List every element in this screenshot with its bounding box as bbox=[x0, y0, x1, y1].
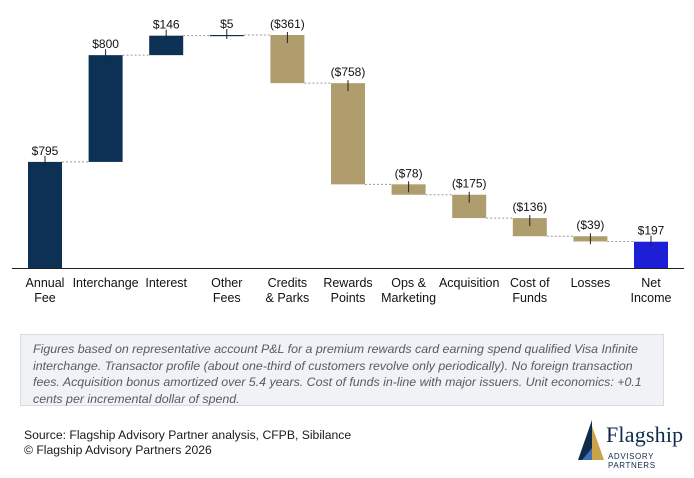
value-label-4: ($361) bbox=[270, 17, 305, 31]
category-label-10: Net Income bbox=[631, 276, 672, 305]
value-label-2: $146 bbox=[153, 18, 180, 32]
connector-lines bbox=[62, 34, 634, 242]
bar-4 bbox=[270, 35, 305, 84]
value-label-0: $795 bbox=[32, 144, 59, 158]
value-labels: $795 $800 $146 $5 ($361) ($758) ($78) ($175) ($1… bbox=[32, 17, 665, 238]
value-label-3: $5 bbox=[220, 17, 234, 31]
flagship-logo: Flagship ADVISORY PARTNERS bbox=[576, 418, 688, 470]
waterfall-chart: $795 $800 $146 $5 ($361) ($758) ($78) ($175) ($1… bbox=[12, 17, 684, 305]
category-label-5: Rewards Points bbox=[323, 276, 372, 305]
bar-8 bbox=[512, 218, 547, 237]
note-text: Figures based on representative account … bbox=[33, 342, 642, 406]
bar-5 bbox=[331, 83, 365, 185]
category-labels: Annual Fee Interchange Interest Other Fees Cre… bbox=[26, 276, 672, 305]
sail-icon bbox=[578, 420, 604, 460]
value-label-8: ($136) bbox=[512, 200, 547, 214]
logo-tagline: ADVISORY PARTNERS bbox=[608, 452, 656, 470]
value-label-5: ($758) bbox=[331, 65, 366, 79]
category-label-3: Other Fees bbox=[211, 276, 242, 305]
value-label-7: ($175) bbox=[452, 177, 487, 191]
error-ticks bbox=[44, 29, 652, 246]
category-label-1: Interchange bbox=[73, 276, 139, 290]
bar-0 bbox=[28, 161, 62, 268]
source-block: Source: Flagship Advisory Partner analys… bbox=[24, 428, 351, 457]
bar-7 bbox=[452, 194, 487, 219]
value-label-10: $197 bbox=[638, 224, 665, 238]
category-label-0: Annual Fee bbox=[26, 276, 65, 305]
copyright-line: © Flagship Advisory Partners 2026 bbox=[24, 442, 212, 457]
source-line: Source: Flagship Advisory Partner analys… bbox=[24, 428, 352, 442]
category-label-4: Credits & Parks bbox=[266, 276, 310, 305]
category-label-8: Cost of Funds bbox=[510, 276, 550, 305]
category-label-6: Ops & Marketing bbox=[381, 276, 436, 305]
bar-10 bbox=[634, 241, 668, 268]
bar-1 bbox=[88, 55, 123, 162]
category-label-7: Acquisition bbox=[439, 276, 499, 290]
category-label-2: Interest bbox=[145, 276, 187, 290]
value-label-9: ($39) bbox=[576, 218, 604, 232]
category-label-9: Losses bbox=[571, 276, 611, 290]
value-label-6: ($78) bbox=[395, 166, 423, 180]
logo-name: Flagship bbox=[606, 422, 684, 447]
value-label-1: $800 bbox=[92, 37, 119, 51]
methodology-note: Figures based on representative account … bbox=[20, 334, 664, 406]
bar-2 bbox=[149, 35, 184, 56]
